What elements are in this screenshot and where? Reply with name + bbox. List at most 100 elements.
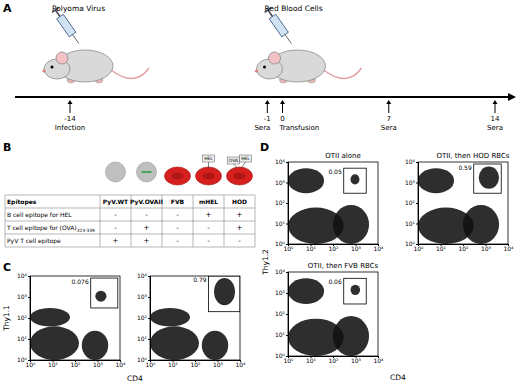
tick-label: 10⁰ xyxy=(275,352,286,359)
event-label: Infection xyxy=(55,124,86,132)
tick-mark xyxy=(148,318,150,319)
tick: 10² xyxy=(137,314,150,321)
tick: 10³ xyxy=(275,289,288,296)
epitope-icon: HEL xyxy=(196,155,222,185)
tick-label: 10⁴ xyxy=(275,158,286,165)
tick: 10³ xyxy=(351,244,362,252)
ova-insert xyxy=(142,171,152,173)
tick: 10⁴ xyxy=(503,244,514,252)
y-axis: 10⁰10¹10²10³10⁴ xyxy=(17,272,31,363)
cell-population xyxy=(351,285,361,295)
tick-mark xyxy=(286,183,288,184)
x-axis: 10⁰10¹10²10³10⁴ xyxy=(283,356,384,364)
rbc-icon xyxy=(165,167,191,185)
syringe-barrel xyxy=(57,14,76,37)
cell-population xyxy=(288,278,324,304)
plot-marks xyxy=(288,278,369,356)
tick-mark xyxy=(28,360,30,361)
injection: Red Blood Cells xyxy=(255,4,362,83)
tick-label: 10¹ xyxy=(306,245,317,252)
injection-label: Red Blood Cells xyxy=(265,4,323,13)
tick: 10¹ xyxy=(137,335,150,342)
table-cell: - xyxy=(176,224,179,232)
event-arrowhead xyxy=(493,100,498,104)
gate xyxy=(344,278,367,304)
tick-label: 10³ xyxy=(137,293,148,300)
tick: 10² xyxy=(17,314,30,321)
rbc-icon xyxy=(196,167,222,185)
epitope-icon: OVAHEL xyxy=(227,155,253,185)
table-row-label: T cell epitope for (OVA)323-339 xyxy=(6,224,95,233)
tick-label: 10⁴ xyxy=(235,361,246,368)
tick-mark xyxy=(416,183,418,184)
tick: 10² xyxy=(458,244,469,252)
table-rule xyxy=(5,195,6,247)
tick-mark xyxy=(286,203,288,204)
gate xyxy=(209,276,240,312)
tick-mark xyxy=(286,356,288,357)
tick: 10⁴ xyxy=(17,272,30,279)
table-cell: + xyxy=(144,224,150,232)
tick-mark xyxy=(286,335,288,336)
x-axis-title: CD4 xyxy=(390,373,406,382)
table-cell: + xyxy=(237,224,243,232)
gate xyxy=(91,278,118,308)
table-cell: - xyxy=(114,211,117,219)
syringe xyxy=(52,8,82,46)
y-axis-title: Thy1.1 xyxy=(2,305,11,332)
tick-label: 10¹ xyxy=(275,331,286,338)
event-arrowhead xyxy=(265,100,270,104)
tick-label: 10³ xyxy=(351,245,362,252)
cell-population xyxy=(214,278,235,305)
tick: 10³ xyxy=(351,356,362,364)
tick: 10³ xyxy=(275,179,288,186)
tick-label: 10⁰ xyxy=(25,361,36,368)
axis-line xyxy=(286,273,289,357)
y-axis: 10⁰10¹10²10³10⁴ xyxy=(275,158,289,247)
x-axis-title: CD4 xyxy=(127,374,143,383)
y-axis: 10⁰10¹10²10³10⁴ xyxy=(137,272,151,363)
tick: 10³ xyxy=(93,360,104,368)
table-header: PyV.WT xyxy=(103,198,129,206)
cell-population xyxy=(30,326,79,360)
tick: 10² xyxy=(328,356,339,364)
tick: 10⁰ xyxy=(405,240,418,247)
tick: 10³ xyxy=(405,179,418,186)
cell-population xyxy=(150,326,199,360)
table-cell: + xyxy=(144,237,150,245)
tick-mark xyxy=(286,244,288,245)
event-day: 7 xyxy=(387,115,391,123)
tick-label: 10⁴ xyxy=(373,357,384,364)
tick-label: 10⁴ xyxy=(373,245,384,252)
mouse-eye xyxy=(51,66,54,69)
y-axis: 10⁰10¹10²10³10⁴ xyxy=(405,158,419,247)
syringe xyxy=(265,8,295,46)
tick-mark xyxy=(28,339,30,340)
tick-mark xyxy=(286,224,288,225)
tick-label: 10² xyxy=(328,245,339,252)
tick: 10⁰ xyxy=(137,356,150,363)
tick: 10⁴ xyxy=(405,158,418,165)
antigen-label: OVA xyxy=(229,158,239,163)
tick-mark xyxy=(148,339,150,340)
timeline-event: -14Infection xyxy=(55,100,86,132)
table-rule xyxy=(5,234,255,235)
mouse-nose xyxy=(42,69,45,72)
tick-label: 10² xyxy=(17,314,28,321)
x-axis: 10⁰10¹10²10³10⁴ xyxy=(145,360,246,368)
tick-label: 10¹ xyxy=(17,335,28,342)
tick: 10² xyxy=(328,244,339,252)
cell-population xyxy=(30,308,70,326)
tick-label: 10⁰ xyxy=(283,245,294,252)
event-day: -1 xyxy=(264,115,271,123)
gate-percent: 0.79 xyxy=(193,276,207,283)
tick-label: 10¹ xyxy=(436,245,447,252)
table-cell: - xyxy=(176,211,179,219)
table-cell: - xyxy=(145,211,148,219)
plot-frame xyxy=(150,276,240,360)
plot-title: OTII alone xyxy=(325,152,360,160)
table-header: HOD xyxy=(232,198,247,205)
scatter-plot: 0.0510⁰10¹10²10³10⁴10⁰10¹10²10³10⁴OTII a… xyxy=(275,152,384,252)
syringe-barrel xyxy=(269,14,288,37)
rbc-center xyxy=(234,173,246,180)
